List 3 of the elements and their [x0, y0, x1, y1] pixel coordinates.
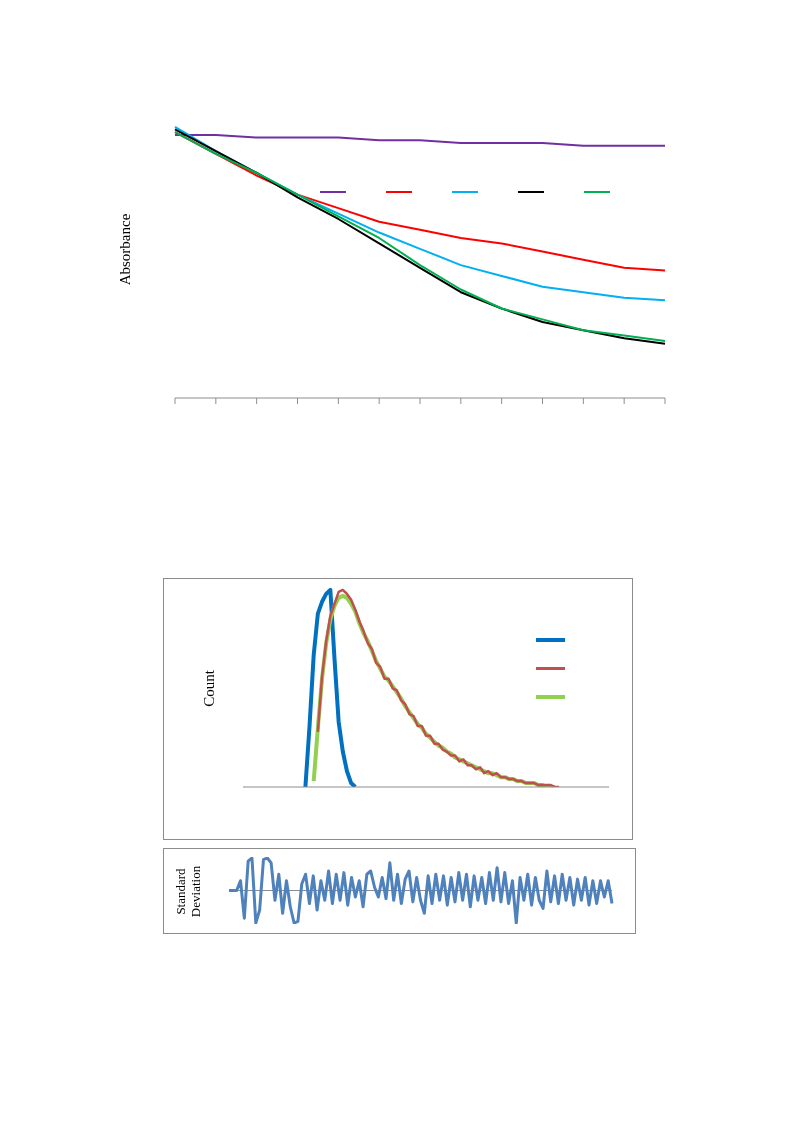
y-axis-title: Count	[201, 669, 217, 707]
y-axis-title: Absorbance	[117, 213, 133, 286]
y-axis-title: Standard Deviation	[173, 865, 203, 918]
